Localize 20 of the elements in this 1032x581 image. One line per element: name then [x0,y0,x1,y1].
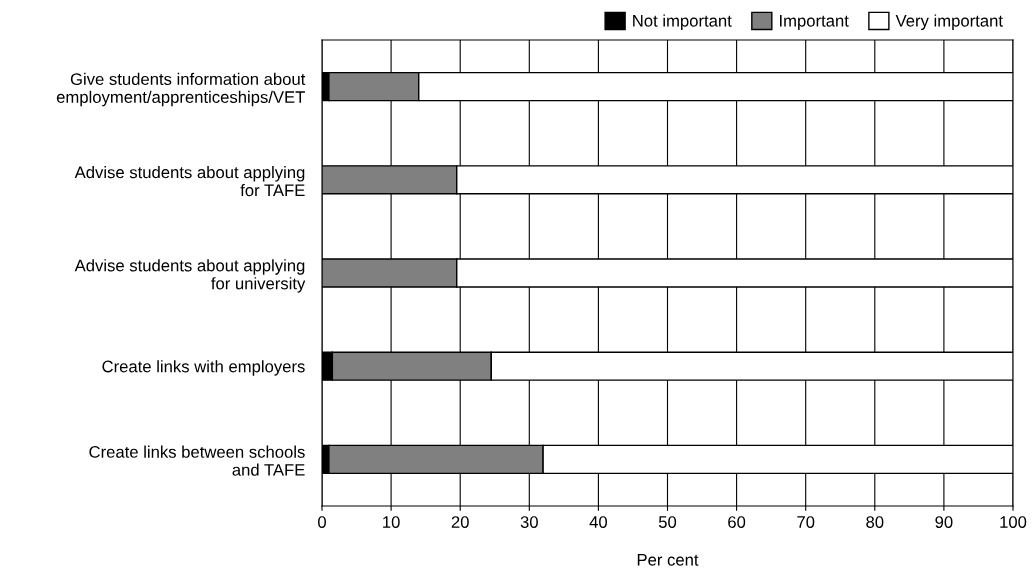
legend-label: Very important [895,14,1003,30]
x-tick-label: 20 [451,516,469,528]
x-tick-label: 60 [728,516,746,528]
y-tick-label: Advise students about applying for university [74,259,306,293]
legend-label: Important [780,15,849,30]
y-tick-label: Create links with employers [102,360,305,376]
y-tick-label: Give students information about employment/apprenticeships/VET [56,72,306,107]
x-tick-label: 70 [797,516,815,528]
x-tick-label: 10 [383,516,400,528]
x-tick-label: 90 [935,516,953,528]
legend-label: Not important [633,14,732,30]
x-tick-label: 50 [658,516,677,528]
x-axis-title: Per cent [637,554,699,566]
y-tick-label: Advise students about applying for TAFE [74,165,305,197]
x-tick-label: 40 [589,516,608,528]
x-tick-label: 0 [318,516,326,528]
x-tick-label: 80 [866,516,884,528]
x-tick-label: 100 [1000,516,1027,528]
y-tick-label: Create links between schools and TAFE [89,445,305,476]
x-tick-label: 30 [520,516,538,528]
